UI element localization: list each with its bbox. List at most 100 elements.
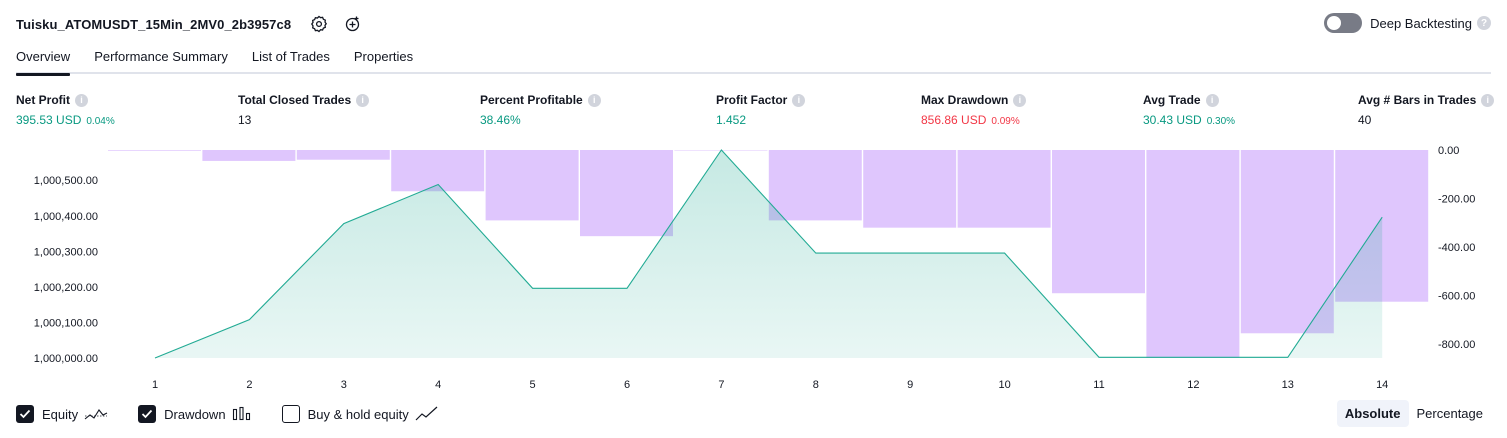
tab-properties[interactable]: Properties [353,49,414,64]
chart-legend: Equity Drawdown Buy & hold equity [16,403,469,425]
legend-buy-hold-equity[interactable]: Buy & hold equity [281,405,439,423]
left-tick-label: 1,000,000.00 [34,353,98,365]
deep-backtesting-label: Deep Backtesting [1370,15,1472,31]
info-icon[interactable]: i [1205,93,1219,107]
info-icon[interactable]: i [587,93,601,107]
metric-value: 856.86 USD [921,113,987,127]
legend-label: Equity [42,406,79,422]
right-axis: 0.00 -200.00 -400.00 -600.00 -800.00 [1438,145,1475,351]
x-tick-label: 8 [813,379,819,391]
absolute-button[interactable]: Absolute [1336,400,1409,427]
gear-icon[interactable] [309,14,329,34]
left-tick-label: 1,000,100.00 [34,317,98,329]
left-tick-label: 1,000,500.00 [34,175,98,187]
x-tick-label: 11 [1093,379,1104,391]
left-axis: 1,000,000.00 1,000,100.00 1,000,200.00 1,00… [34,175,98,365]
drawdown-bar [1240,150,1334,334]
equity-line [154,149,1383,359]
strategy-header: Tuisku_ATOMUSDT_15Min_2MV0_2b3957c8 [16,12,363,36]
x-axis: 1 2 3 4 5 6 7 8 9 10 11 12 13 14 [152,379,1388,391]
legend-label: Buy & hold equity [307,406,409,422]
metric-label: Avg # Bars in Trades [1358,93,1477,107]
drawdown-bar [1146,150,1240,358]
x-tick-label: 13 [1282,379,1294,391]
x-tick-label: 10 [998,379,1010,391]
deep-backtesting: Deep Backtesting ? [1324,13,1491,33]
metric-label: Avg Trade [1143,93,1201,107]
metric-percent: 0.04% [86,116,115,127]
right-tick-label: -800.00 [1438,339,1475,351]
metric-label: Profit Factor [716,93,788,107]
metric-avg-trade: Avg Trade i 30.43 USD 0.30% [1143,93,1235,127]
drawdown-bar [1052,150,1145,294]
x-tick-label: 9 [907,379,913,391]
metric-value: 395.53 USD [16,113,82,127]
x-tick-label: 2 [246,379,252,391]
metric-value: 30.43 USD [1143,113,1202,127]
drawdown-bar [580,150,673,237]
metric-value: 40 [1358,113,1372,127]
drawdown-checkbox[interactable] [138,405,157,423]
x-tick-label: 12 [1187,379,1199,391]
right-tick-label: -400.00 [1438,242,1475,254]
metric-value: 38.46% [480,113,521,127]
info-icon[interactable]: i [356,93,370,107]
drawdown-bar [485,150,579,221]
drawdown-bar [768,150,862,221]
x-tick-label: 14 [1376,379,1388,391]
legend-equity[interactable]: Equity [16,405,108,423]
tab-overview[interactable]: Overview [16,46,71,76]
metric-total-closed-trades: Total Closed Trades i 13 [238,93,370,127]
legend-drawdown[interactable]: Drawdown [138,405,251,423]
x-tick-label: 5 [530,379,536,391]
buy-hold-checkbox[interactable] [281,405,300,423]
metric-max-drawdown: Max Drawdown i 856.86 USD 0.09% [921,93,1027,127]
metric-avg-bars-in-trades: Avg # Bars in Trades i 40 [1358,93,1495,127]
metric-value: 1.452 [716,113,747,127]
left-tick-label: 1,000,400.00 [34,211,98,223]
right-tick-label: 0.00 [1438,145,1459,157]
right-tick-label: -600.00 [1438,291,1475,303]
drawdown-bar [296,150,390,160]
metric-percent-profitable: Percent Profitable i 38.46% [480,93,601,127]
metric-profit-factor: Profit Factor i 1.452 [716,93,806,127]
drawdown-bar [202,150,296,161]
info-icon[interactable]: i [75,93,88,107]
right-tick-label: -200.00 [1438,194,1475,206]
toggle-knob [1327,16,1342,30]
equity-fill [155,150,1383,358]
equity-line-icon [84,406,108,422]
strategy-name: Tuisku_ATOMUSDT_15Min_2MV0_2b3957c8 [16,16,292,32]
deep-backtesting-toggle[interactable] [1324,13,1363,33]
metric-net-profit: Net Profit i 395.53 USD 0.04% [16,93,115,127]
x-tick-label: 3 [341,379,347,391]
left-tick-label: 1,000,300.00 [34,246,98,258]
metric-label: Net Profit [16,93,70,107]
drawdown-bar [957,150,1051,228]
tab-list-of-trades[interactable]: List of Trades [251,49,330,64]
legend-label: Drawdown [164,406,226,422]
percentage-button[interactable]: Percentage [1416,406,1484,421]
x-tick-label: 6 [624,379,630,391]
metric-percent: 0.30% [1206,116,1236,127]
metric-label: Percent Profitable [480,93,583,107]
equity-area [154,149,1383,359]
buy-hold-line-icon [415,406,439,422]
info-icon[interactable]: i [1013,93,1027,107]
drawdown-bars-icon [232,406,252,422]
equity-checkbox[interactable] [16,405,34,423]
metric-label: Max Drawdown [921,93,1009,107]
metrics-row: Net Profit i 395.53 USD 0.04% Total Closed… [0,93,1507,133]
drawdown-bar [863,150,957,228]
tab-performance-summary[interactable]: Performance Summary [94,49,228,64]
info-icon[interactable]: i [1481,93,1495,107]
metric-value: 13 [238,113,252,127]
add-source-icon[interactable] [343,14,363,34]
x-tick-label: 1 [152,379,158,391]
metric-percent: 0.09% [991,116,1020,127]
drawdown-bar [108,150,201,151]
equity-drawdown-chart[interactable]: 1,000,000.00 1,000,100.00 1,000,200.00 1,00… [0,140,1507,398]
tab-bar: Overview Performance Summary List of Tra… [16,46,1491,76]
help-icon[interactable]: ? [1477,16,1491,30]
info-icon[interactable]: i [792,93,806,107]
